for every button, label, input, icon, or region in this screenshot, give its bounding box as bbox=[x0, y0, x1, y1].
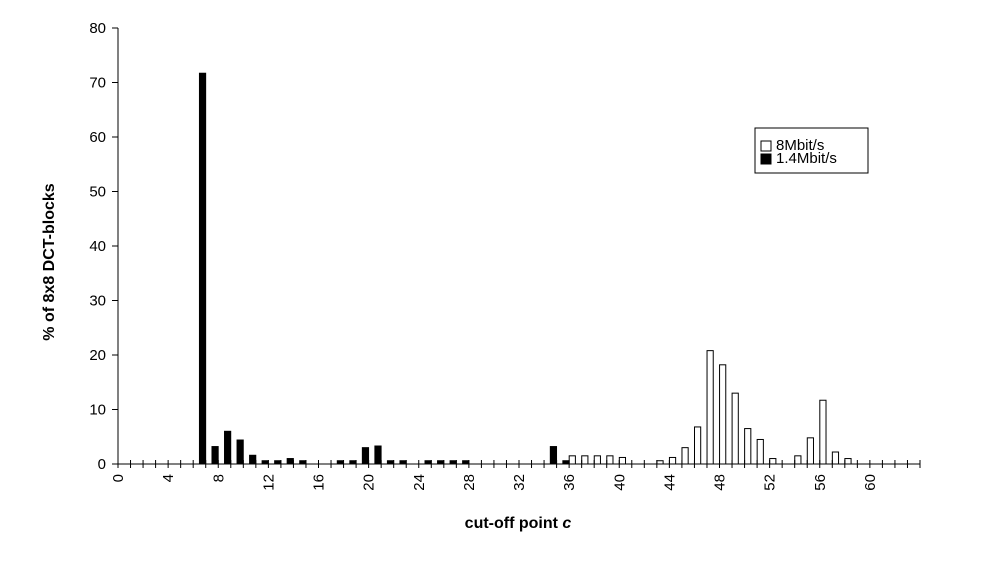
x-tick-label-24: 24 bbox=[411, 474, 428, 491]
bar-8mbit-c47 bbox=[706, 350, 714, 465]
bar-8mbit-c48 bbox=[719, 364, 727, 465]
y-tick-label-70: 70 bbox=[89, 75, 106, 92]
x-tick-label-4: 4 bbox=[160, 474, 177, 482]
y-axis-title: % of 8x8 DCT-blocks bbox=[41, 183, 58, 340]
x-tick-label-32: 32 bbox=[511, 474, 528, 491]
bar-8mbit-c49 bbox=[731, 392, 739, 465]
x-tick-label-16: 16 bbox=[311, 474, 328, 491]
x-tick-label-52: 52 bbox=[762, 474, 779, 491]
bar-8mbit-c52 bbox=[769, 458, 777, 465]
bar-8mbit-c51 bbox=[756, 438, 764, 465]
y-tick-label-20: 20 bbox=[89, 347, 106, 364]
x-tick-label-0: 0 bbox=[110, 474, 127, 482]
x-tick-label-12: 12 bbox=[260, 474, 277, 491]
y-tick-label-80: 80 bbox=[89, 20, 106, 37]
bar-8mbit-c40 bbox=[618, 456, 627, 465]
bar-1-4mbit-c19 bbox=[361, 447, 370, 465]
x-tick-label-44: 44 bbox=[661, 474, 678, 491]
x-tick-label-40: 40 bbox=[611, 474, 628, 491]
legend-swatch-8mbit bbox=[760, 140, 772, 152]
x-axis-title-main: cut-off point bbox=[465, 515, 563, 532]
y-tick-label-0: 0 bbox=[98, 456, 106, 473]
bar-8mbit-c55 bbox=[806, 437, 814, 465]
bar-8mbit-c45 bbox=[681, 447, 689, 465]
x-tick-label-36: 36 bbox=[561, 474, 578, 491]
bar-8mbit-c50 bbox=[744, 428, 752, 465]
axes-layer bbox=[117, 28, 920, 465]
bar-8mbit-c54 bbox=[794, 455, 802, 465]
y-tick-label-10: 10 bbox=[89, 402, 106, 419]
bar-1-4mbit-c8 bbox=[224, 430, 232, 465]
x-axis-title-variable: c bbox=[562, 515, 571, 532]
bar-1-4mbit-c20 bbox=[374, 445, 382, 465]
bar-8mbit-c36 bbox=[568, 455, 576, 465]
bar-1-4mbit-c9 bbox=[236, 439, 244, 465]
bars-layer bbox=[198, 72, 852, 465]
bar-8mbit-c46 bbox=[694, 426, 702, 465]
y-tick-label-30: 30 bbox=[89, 293, 106, 310]
legend-frame bbox=[754, 127, 869, 174]
x-tick-label-48: 48 bbox=[712, 474, 729, 491]
bar-8mbit-c56 bbox=[819, 399, 827, 465]
bar-1-4mbit-c10 bbox=[249, 454, 257, 465]
y-tick-label-50: 50 bbox=[89, 184, 106, 201]
legend: 8Mbit/s 1.4Mbit/s bbox=[754, 127, 869, 174]
bar-1-4mbit-c7 bbox=[211, 446, 219, 465]
x-axis-title: cut-off point c bbox=[465, 515, 572, 532]
legend-swatch-1-4mbit bbox=[760, 153, 772, 165]
legend-label-1-4mbit: 1.4Mbit/s bbox=[776, 150, 837, 167]
x-tick-label-28: 28 bbox=[461, 474, 478, 491]
x-tick-label-20: 20 bbox=[361, 474, 378, 491]
bar-8mbit-c37 bbox=[581, 455, 589, 465]
x-tick-label-8: 8 bbox=[210, 474, 227, 482]
bar-1-4mbit-c6 bbox=[198, 72, 207, 465]
bar-1-4mbit-c34 bbox=[549, 446, 558, 465]
x-tick-label-60: 60 bbox=[862, 474, 879, 491]
x-tick-label-56: 56 bbox=[812, 474, 829, 491]
bar-8mbit-c38 bbox=[593, 455, 601, 465]
y-tick-label-60: 60 bbox=[89, 129, 106, 146]
bar-8mbit-c57 bbox=[831, 451, 840, 465]
bar-1-4mbit-c13 bbox=[286, 458, 294, 465]
bar-8mbit-c39 bbox=[606, 455, 614, 465]
bar-8mbit-c44 bbox=[668, 456, 677, 465]
y-tick-label-40: 40 bbox=[89, 238, 106, 255]
bar-8mbit-c58 bbox=[844, 458, 852, 465]
legend-label-8mbit: 8Mbit/s bbox=[776, 137, 824, 154]
